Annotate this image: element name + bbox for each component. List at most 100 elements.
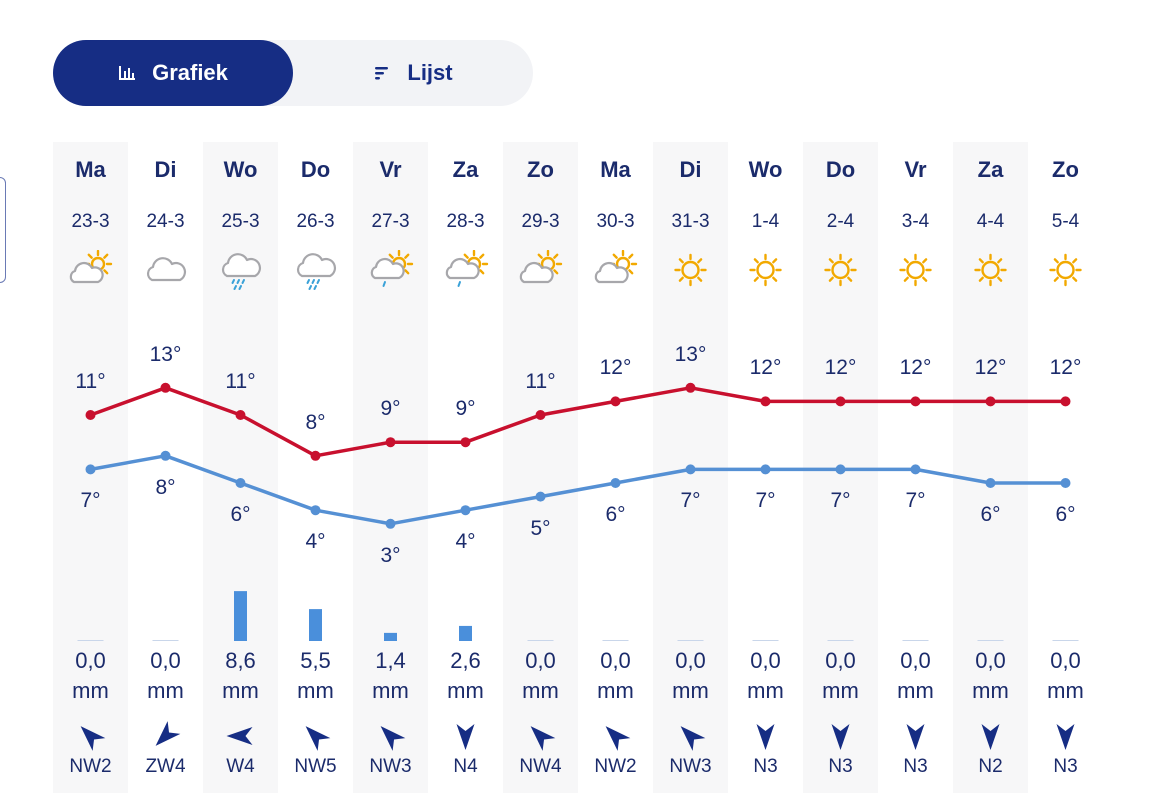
rain-amount: 0,0 <box>675 648 706 673</box>
min-temp-label: 4° <box>305 530 326 554</box>
sun-shower-icon <box>353 249 428 290</box>
day-date: 27-3 <box>371 211 410 232</box>
wind-label: ZW4 <box>145 756 186 777</box>
max-temp-label: 12° <box>599 356 632 380</box>
day-date: 28-3 <box>446 211 485 232</box>
rain-bar <box>152 640 179 641</box>
min-temp-label: 6° <box>1055 503 1076 526</box>
min-temp-label: 6° <box>605 503 626 526</box>
wind-arrow-icon <box>128 719 203 753</box>
min-temp-label: 4° <box>455 530 476 554</box>
day-date: 3-4 <box>901 211 930 232</box>
tab-grafiek[interactable]: Grafiek <box>53 40 293 106</box>
max-temp-label: 11° <box>225 370 256 393</box>
rain-bar <box>1052 640 1079 641</box>
min-temp-label: 7° <box>830 489 851 513</box>
max-temp-point <box>160 382 171 393</box>
rain-amount: 1,4 <box>375 648 406 673</box>
max-temp-point <box>460 437 471 448</box>
max-temp-point <box>535 410 546 420</box>
min-temp-point <box>760 464 771 475</box>
day-name: Za <box>977 157 1004 182</box>
rain-unit: mm <box>447 678 484 703</box>
wind-label: N3 <box>903 756 928 777</box>
rain-unit: mm <box>822 678 859 703</box>
day-date: 5-4 <box>1051 211 1080 232</box>
day-date: 26-3 <box>296 211 335 232</box>
rain-unit: mm <box>297 678 334 703</box>
day-name: Zo <box>1052 157 1079 182</box>
wind-arrow-icon <box>503 719 578 753</box>
wind-label: N3 <box>753 756 778 777</box>
rain-unit: mm <box>72 678 109 703</box>
tab-lijst-label: Lijst <box>407 60 453 85</box>
min-temp-label: 6° <box>230 503 251 526</box>
day-column-bg <box>503 142 578 793</box>
day-date: 1-4 <box>751 211 780 232</box>
max-temp-label: 12° <box>749 356 782 380</box>
rain-bar <box>309 609 322 641</box>
rain-bar <box>234 591 247 641</box>
rain-bar <box>902 640 929 641</box>
wind-arrow-icon <box>653 719 728 753</box>
sun-icon <box>1028 250 1103 290</box>
rain-bar <box>827 640 854 641</box>
rain-amount: 0,0 <box>150 648 181 673</box>
max-temp-point <box>610 396 621 407</box>
max-temp-label: 12° <box>824 356 857 380</box>
max-temp-line <box>88 386 1068 458</box>
day-date: 29-3 <box>521 211 560 232</box>
wind-label: NW3 <box>369 756 412 777</box>
max-temp-point <box>1060 396 1071 407</box>
min-temp-label: 6° <box>980 503 1001 526</box>
min-temp-point <box>460 505 471 516</box>
day-column-bg <box>203 142 278 793</box>
day-name: Di <box>154 157 177 182</box>
cloud-icon <box>128 250 203 290</box>
rain-bar <box>602 640 629 641</box>
bar-chart-icon <box>119 66 136 80</box>
rain-unit: mm <box>222 678 259 703</box>
min-temp-point <box>610 478 621 488</box>
day-name: Zo <box>527 157 554 182</box>
wind-label: NW4 <box>519 756 562 777</box>
rain-unit: mm <box>372 678 409 703</box>
day-name: Vr <box>379 157 402 182</box>
day-date: 30-3 <box>596 211 635 232</box>
wind-label: W4 <box>226 756 255 777</box>
sun-icon <box>653 250 728 290</box>
max-temp-point <box>85 410 96 420</box>
min-temp-point <box>385 518 396 529</box>
min-temp-point <box>835 464 846 475</box>
wind-arrow-icon <box>428 719 503 753</box>
wind-label: NW5 <box>294 756 337 777</box>
max-temp-label: 11° <box>525 370 556 393</box>
wind-arrow-icon <box>203 719 278 753</box>
rain-amount: 8,6 <box>225 648 256 673</box>
day-date: 31-3 <box>671 211 710 232</box>
rain-unit: mm <box>747 678 784 703</box>
max-temp-point <box>835 396 846 407</box>
max-temp-point <box>385 437 396 448</box>
max-temp-point <box>685 382 696 393</box>
rain-amount: 0,0 <box>825 648 856 673</box>
min-temp-point <box>535 491 546 502</box>
rain-unit: mm <box>597 678 634 703</box>
day-date: 23-3 <box>71 211 110 232</box>
day-name: Za <box>452 157 479 182</box>
list-icon <box>375 67 389 80</box>
max-temp-point <box>235 410 246 420</box>
rain-amount: 0,0 <box>975 648 1006 673</box>
wind-label: NW2 <box>594 756 637 777</box>
day-name: Ma <box>75 157 106 182</box>
sun-icon <box>878 250 953 290</box>
min-temp-label: 7° <box>80 489 101 513</box>
tab-lijst[interactable]: Lijst <box>293 40 533 106</box>
min-temp-point <box>235 478 246 488</box>
rain-amount: 2,6 <box>450 648 481 673</box>
wind-label: N3 <box>828 756 853 777</box>
day-name: Wo <box>223 157 258 182</box>
max-temp-label: 12° <box>899 356 932 380</box>
wind-label: NW3 <box>669 756 712 777</box>
